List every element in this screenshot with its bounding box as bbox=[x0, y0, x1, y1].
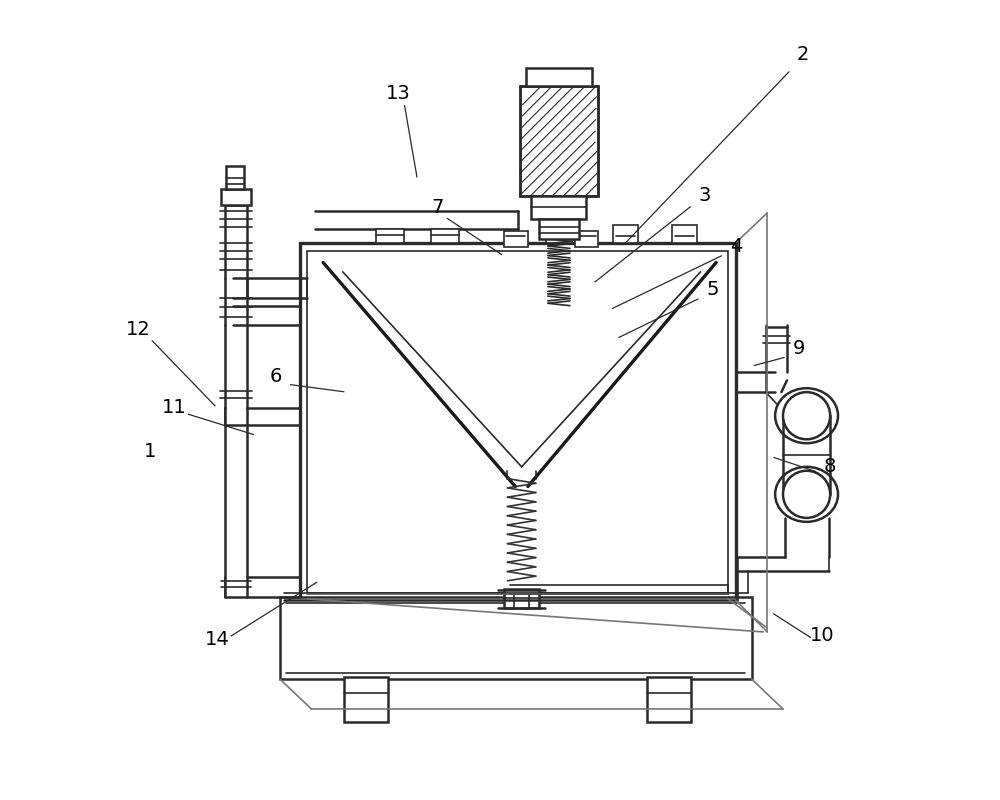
Bar bbox=[531, 196, 586, 219]
Text: 8: 8 bbox=[824, 458, 836, 476]
Text: 14: 14 bbox=[205, 630, 229, 650]
Text: 1: 1 bbox=[144, 442, 156, 461]
Bar bbox=[647, 677, 691, 722]
Text: 4: 4 bbox=[730, 238, 742, 256]
Bar bbox=[221, 190, 251, 205]
Bar bbox=[520, 86, 598, 196]
Bar bbox=[672, 226, 697, 242]
Text: 10: 10 bbox=[810, 626, 835, 646]
Text: 5: 5 bbox=[706, 281, 718, 299]
Text: 11: 11 bbox=[161, 398, 186, 418]
Bar bbox=[520, 86, 598, 196]
Bar bbox=[376, 229, 404, 242]
Bar bbox=[526, 68, 592, 86]
Ellipse shape bbox=[783, 470, 830, 518]
Bar bbox=[504, 231, 528, 246]
Text: 2: 2 bbox=[796, 45, 809, 64]
Bar bbox=[300, 242, 736, 601]
Ellipse shape bbox=[783, 392, 830, 439]
Bar bbox=[307, 250, 728, 593]
Text: 6: 6 bbox=[270, 367, 282, 386]
Text: 13: 13 bbox=[385, 84, 410, 103]
Bar bbox=[575, 231, 598, 246]
Bar bbox=[431, 229, 459, 242]
Text: 12: 12 bbox=[126, 320, 151, 338]
Bar bbox=[613, 226, 638, 242]
Text: 3: 3 bbox=[698, 186, 711, 205]
Text: 9: 9 bbox=[793, 339, 805, 358]
Bar bbox=[344, 677, 388, 722]
Bar bbox=[504, 589, 539, 608]
Bar bbox=[783, 416, 830, 494]
Bar bbox=[280, 597, 752, 679]
Bar bbox=[226, 166, 244, 190]
Bar bbox=[546, 226, 572, 242]
Text: 7: 7 bbox=[431, 198, 443, 217]
Bar bbox=[539, 219, 579, 239]
